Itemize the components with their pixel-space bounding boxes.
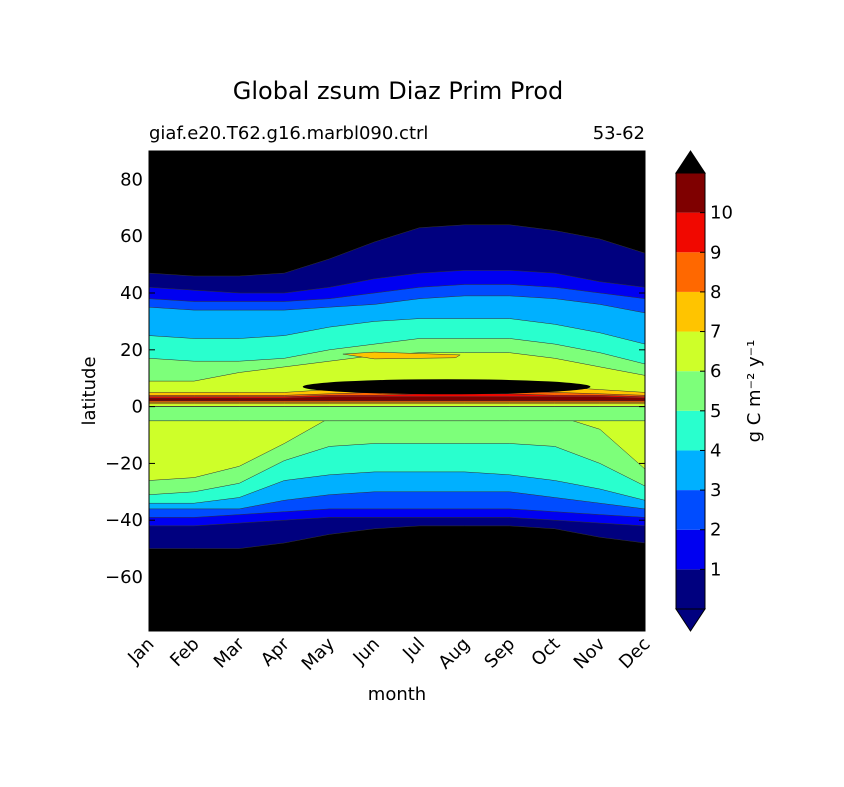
colorbar-tick-label: 9 (710, 242, 721, 263)
colorbar-tick-label: 1 (710, 559, 721, 580)
contour-layer (149, 151, 645, 631)
chart-title: Global zsum Diaz Prim Prod (233, 77, 564, 105)
subtropical-patch (342, 351, 461, 360)
colorbar-segment (676, 529, 705, 570)
equator-core (302, 379, 591, 395)
x-axis-label: month (368, 684, 426, 705)
south-equator-band (149, 406, 645, 422)
colorbar-extend-over (675, 150, 706, 174)
colorbar-tick-label: 3 (710, 480, 721, 501)
colorbar-frame (675, 172, 706, 610)
y-axis-label: latitude (79, 356, 100, 425)
colorbar-tick-label: 6 (710, 361, 721, 382)
x-tick-label: Apr (257, 633, 294, 670)
colorbar-tick-label: 10 (710, 203, 733, 224)
x-tick-label: Jun (349, 634, 384, 669)
y-tick-label: −20 (105, 453, 143, 474)
y-tick-label: 60 (120, 226, 143, 247)
x-tick-label: Mar (210, 633, 249, 672)
colorbar-segment (676, 212, 705, 253)
colorbar-segment (676, 252, 705, 292)
equator-band-11 (149, 396, 645, 402)
colorbar-segment (676, 450, 705, 491)
colorbar-segment (676, 371, 705, 411)
colorbar-tick-label: 5 (710, 401, 721, 422)
y-tick-label: −40 (105, 510, 143, 531)
colorbar-tick-label: 7 (710, 322, 721, 343)
colorbar-segment (676, 410, 705, 451)
colorbar-segment (676, 173, 705, 213)
x-tick-label: Oct (527, 634, 564, 671)
x-tick-label: Jul (398, 634, 429, 665)
y-tick-label: −60 (105, 567, 143, 588)
colorbar-tick-label: 2 (710, 520, 721, 541)
y-tick-label: 80 (120, 169, 143, 190)
x-tick-label: Dec (615, 634, 654, 673)
x-tick-label: Nov (570, 633, 610, 673)
y-tick-label: 40 (120, 283, 143, 304)
x-tick-label: Feb (166, 634, 203, 671)
colorbar-tick-label: 4 (710, 440, 721, 461)
x-tick-label: Jan (123, 634, 158, 669)
colorbar-segment (676, 331, 705, 372)
chart-subtitle-left: giaf.e20.T62.g16.marbl090.ctrl (149, 123, 428, 144)
x-tick-label: Aug (434, 634, 474, 674)
chart-subtitle-right: 53-62 (593, 123, 645, 144)
colorbar-segment (676, 490, 705, 530)
colorbar-segment (676, 291, 705, 332)
colorbar-extend-under (675, 608, 706, 632)
plot-area (148, 150, 646, 632)
x-tick-label: May (298, 633, 339, 674)
colorbar-segment (676, 569, 705, 609)
x-tick-label: Sep (480, 634, 519, 673)
plot-frame (148, 150, 646, 632)
y-tick-label: 20 (120, 340, 143, 361)
colorbar-label: g C m⁻² y⁻¹ (744, 340, 765, 443)
colorbar: 1 2 3 4 5 6 7 8 9 10 (675, 150, 733, 632)
y-tick-label: 0 (132, 397, 143, 418)
y-axis: 80 60 40 20 0 −20 −40 −60 (105, 169, 645, 588)
colorbar-tick-label: 8 (710, 282, 721, 303)
